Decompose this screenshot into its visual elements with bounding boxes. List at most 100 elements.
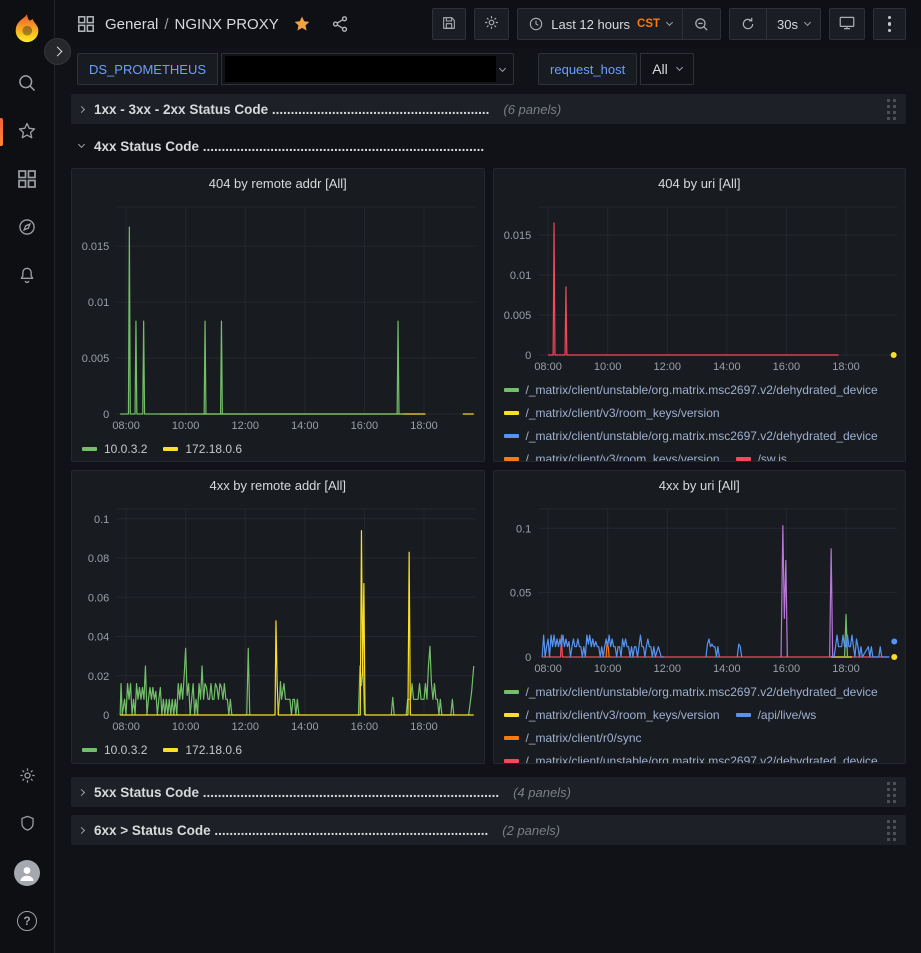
time-range-label: Last 12 hours <box>551 16 631 32</box>
timeseries-chart[interactable]: 0 0.005 0.01 0.015 08:00 10:00 12:00 14:00 16:00… <box>494 199 906 375</box>
favorite-star-icon[interactable] <box>293 15 311 33</box>
zoom-out-icon <box>693 16 710 33</box>
svg-text:0.015: 0.015 <box>503 230 531 242</box>
legend-label: /_matrix/client/unstable/org.matrix.msc2… <box>525 428 878 443</box>
panel-4xx-by-uri: 4xx by uri [All] 0 0.05 0.1 08:00 10:00 12:00… <box>492 470 906 764</box>
legend-swatch <box>503 712 519 717</box>
sidebar-item-alerting[interactable] <box>0 256 55 296</box>
chart-legend: 10.0.3.2 172.18.0.6 <box>72 434 484 460</box>
legend-item[interactable]: /_matrix/client/unstable/org.matrix.msc2… <box>503 424 878 447</box>
dashboard-settings-button[interactable] <box>474 8 510 40</box>
timezone-label: CST <box>637 18 661 30</box>
svg-text:12:00: 12:00 <box>653 361 681 373</box>
svg-text:18:00: 18:00 <box>410 420 438 432</box>
more-options-button[interactable] <box>873 8 906 40</box>
legend-swatch <box>82 446 97 451</box>
share-icon[interactable] <box>331 15 349 33</box>
search-button[interactable] <box>0 64 55 104</box>
panel-4xx-by-remote-addr: 4xx by remote addr [All] 0 0.02 0.04 0.06 0.… <box>71 470 485 764</box>
time-picker-group: Last 12 hours CST <box>517 8 722 40</box>
legend-swatch <box>503 758 519 763</box>
legend-item[interactable]: 172.18.0.6 <box>163 738 242 761</box>
legend-label: /_matrix/client/unstable/org.matrix.msc2… <box>525 382 878 397</box>
chevron-right-icon <box>77 788 86 796</box>
legend-item[interactable]: /_matrix/client/v3/room_keys/version <box>503 703 720 726</box>
svg-text:0.015: 0.015 <box>82 241 110 253</box>
legend-label: 10.0.3.2 <box>104 441 148 456</box>
legend-item[interactable]: /_matrix/client/unstable/org.matrix.msc2… <box>503 680 878 703</box>
breadcrumb: General / NGINX PROXY <box>105 16 279 33</box>
chart-legend: /_matrix/client/unstable/org.matrix.msc2… <box>494 375 906 461</box>
legend-item[interactable]: /_matrix/client/r0/sync <box>503 726 642 749</box>
row-6xx[interactable]: 6xx > Status Code ......................… <box>71 815 906 845</box>
datasource-select[interactable] <box>221 53 515 85</box>
row-5xx[interactable]: 5xx Status Code ........................… <box>71 777 906 807</box>
legend-item[interactable]: /_matrix/client/v3/room_keys/version <box>503 401 720 424</box>
svg-text:0.04: 0.04 <box>88 632 109 644</box>
row-4xx[interactable]: 4xx Status Code ........................… <box>71 132 906 160</box>
legend-label: 172.18.0.6 <box>185 742 243 757</box>
legend-item[interactable]: 172.18.0.6 <box>163 437 242 460</box>
shield-icon <box>18 814 37 836</box>
legend-label: /_matrix/client/v3/room_keys/version <box>525 405 720 420</box>
sidebar-item-help[interactable]: ? <box>0 901 55 941</box>
sidebar-expand-button[interactable] <box>44 38 71 65</box>
breadcrumb-folder[interactable]: General <box>105 15 159 33</box>
svg-text:08:00: 08:00 <box>534 361 562 373</box>
refresh-icon <box>740 16 756 32</box>
zoom-out-button[interactable] <box>682 9 720 39</box>
time-range-picker[interactable]: Last 12 hours CST <box>518 9 682 39</box>
svg-text:12:00: 12:00 <box>231 721 259 733</box>
grafana-logo-icon[interactable] <box>10 12 44 46</box>
chevron-down-icon <box>803 18 812 27</box>
refresh-group: 30s <box>729 8 821 40</box>
refresh-interval-label: 30s <box>777 16 798 32</box>
refresh-interval-picker[interactable]: 30s <box>766 9 820 39</box>
svg-text:0.005: 0.005 <box>82 353 110 365</box>
legend-item[interactable]: /sw.js <box>735 447 787 461</box>
svg-text:16:00: 16:00 <box>351 721 379 733</box>
row-drag-handle[interactable] <box>887 781 896 803</box>
sidebar-item-server-admin[interactable] <box>0 805 55 845</box>
row-1xx-3xx-2xx[interactable]: 1xx - 3xx - 2xx Status Code ............… <box>71 94 906 124</box>
row-drag-handle[interactable] <box>887 819 896 841</box>
svg-text:14:00: 14:00 <box>713 361 741 373</box>
sidebar-item-dashboards[interactable] <box>0 160 55 200</box>
legend-item[interactable]: /api/live/ws <box>735 703 816 726</box>
legend-label: /_matrix/client/v3/room_keys/version <box>525 707 720 722</box>
legend-item[interactable]: 10.0.3.2 <box>82 738 147 761</box>
legend-label: /_matrix/client/r0/sync <box>525 730 642 745</box>
timeseries-chart[interactable]: 0 0.02 0.04 0.06 0.08 0.1 08:00 10:00 12:00 14:00… <box>72 501 484 735</box>
legend-item[interactable]: /_matrix/client/unstable/org.matrix.msc2… <box>503 749 878 763</box>
apps-grid-icon[interactable] <box>77 15 95 33</box>
save-dashboard-button[interactable] <box>432 8 467 40</box>
panel-title[interactable]: 404 by remote addr [All] <box>208 176 347 191</box>
sidebar-item-configuration[interactable] <box>0 757 55 797</box>
gear-icon <box>483 14 500 34</box>
sidebar-item-starred[interactable] <box>0 112 55 152</box>
timeseries-chart[interactable]: 0 0.05 0.1 08:00 10:00 12:00 14:00 16:00 18:00 <box>494 501 906 677</box>
sidebar-item-explore[interactable] <box>0 208 55 248</box>
tv-mode-button[interactable] <box>829 8 865 40</box>
legend-item[interactable]: /_matrix/client/v3/room_keys/version <box>503 447 720 461</box>
legend-item[interactable]: 10.0.3.2 <box>82 437 147 460</box>
panel-title[interactable]: 4xx by uri [All] <box>658 478 740 493</box>
page-title[interactable]: NGINX PROXY <box>174 15 279 33</box>
svg-text:16:00: 16:00 <box>772 361 800 373</box>
panel-title[interactable]: 404 by uri [All] <box>658 176 741 191</box>
svg-text:18:00: 18:00 <box>832 663 860 675</box>
row-drag-handle[interactable] <box>887 98 896 120</box>
chart-legend: 10.0.3.2 172.18.0.6 <box>72 735 484 761</box>
toolbar-right: Last 12 hours CST <box>432 8 906 40</box>
legend-swatch <box>163 747 179 752</box>
panel-title[interactable]: 4xx by remote addr [All] <box>209 478 347 493</box>
refresh-button[interactable] <box>730 9 766 39</box>
legend-swatch <box>735 456 751 461</box>
svg-text:0.08: 0.08 <box>88 553 109 565</box>
request-host-select[interactable]: All <box>640 53 694 85</box>
sidebar-item-profile[interactable] <box>0 853 55 893</box>
chevron-right-icon <box>77 826 86 834</box>
timeseries-chart[interactable]: 0 0.005 0.01 0.015 08:00 10:00 12:00 14:00 16:00… <box>72 199 484 434</box>
compass-icon <box>17 217 37 240</box>
legend-item[interactable]: /_matrix/client/unstable/org.matrix.msc2… <box>503 378 878 401</box>
